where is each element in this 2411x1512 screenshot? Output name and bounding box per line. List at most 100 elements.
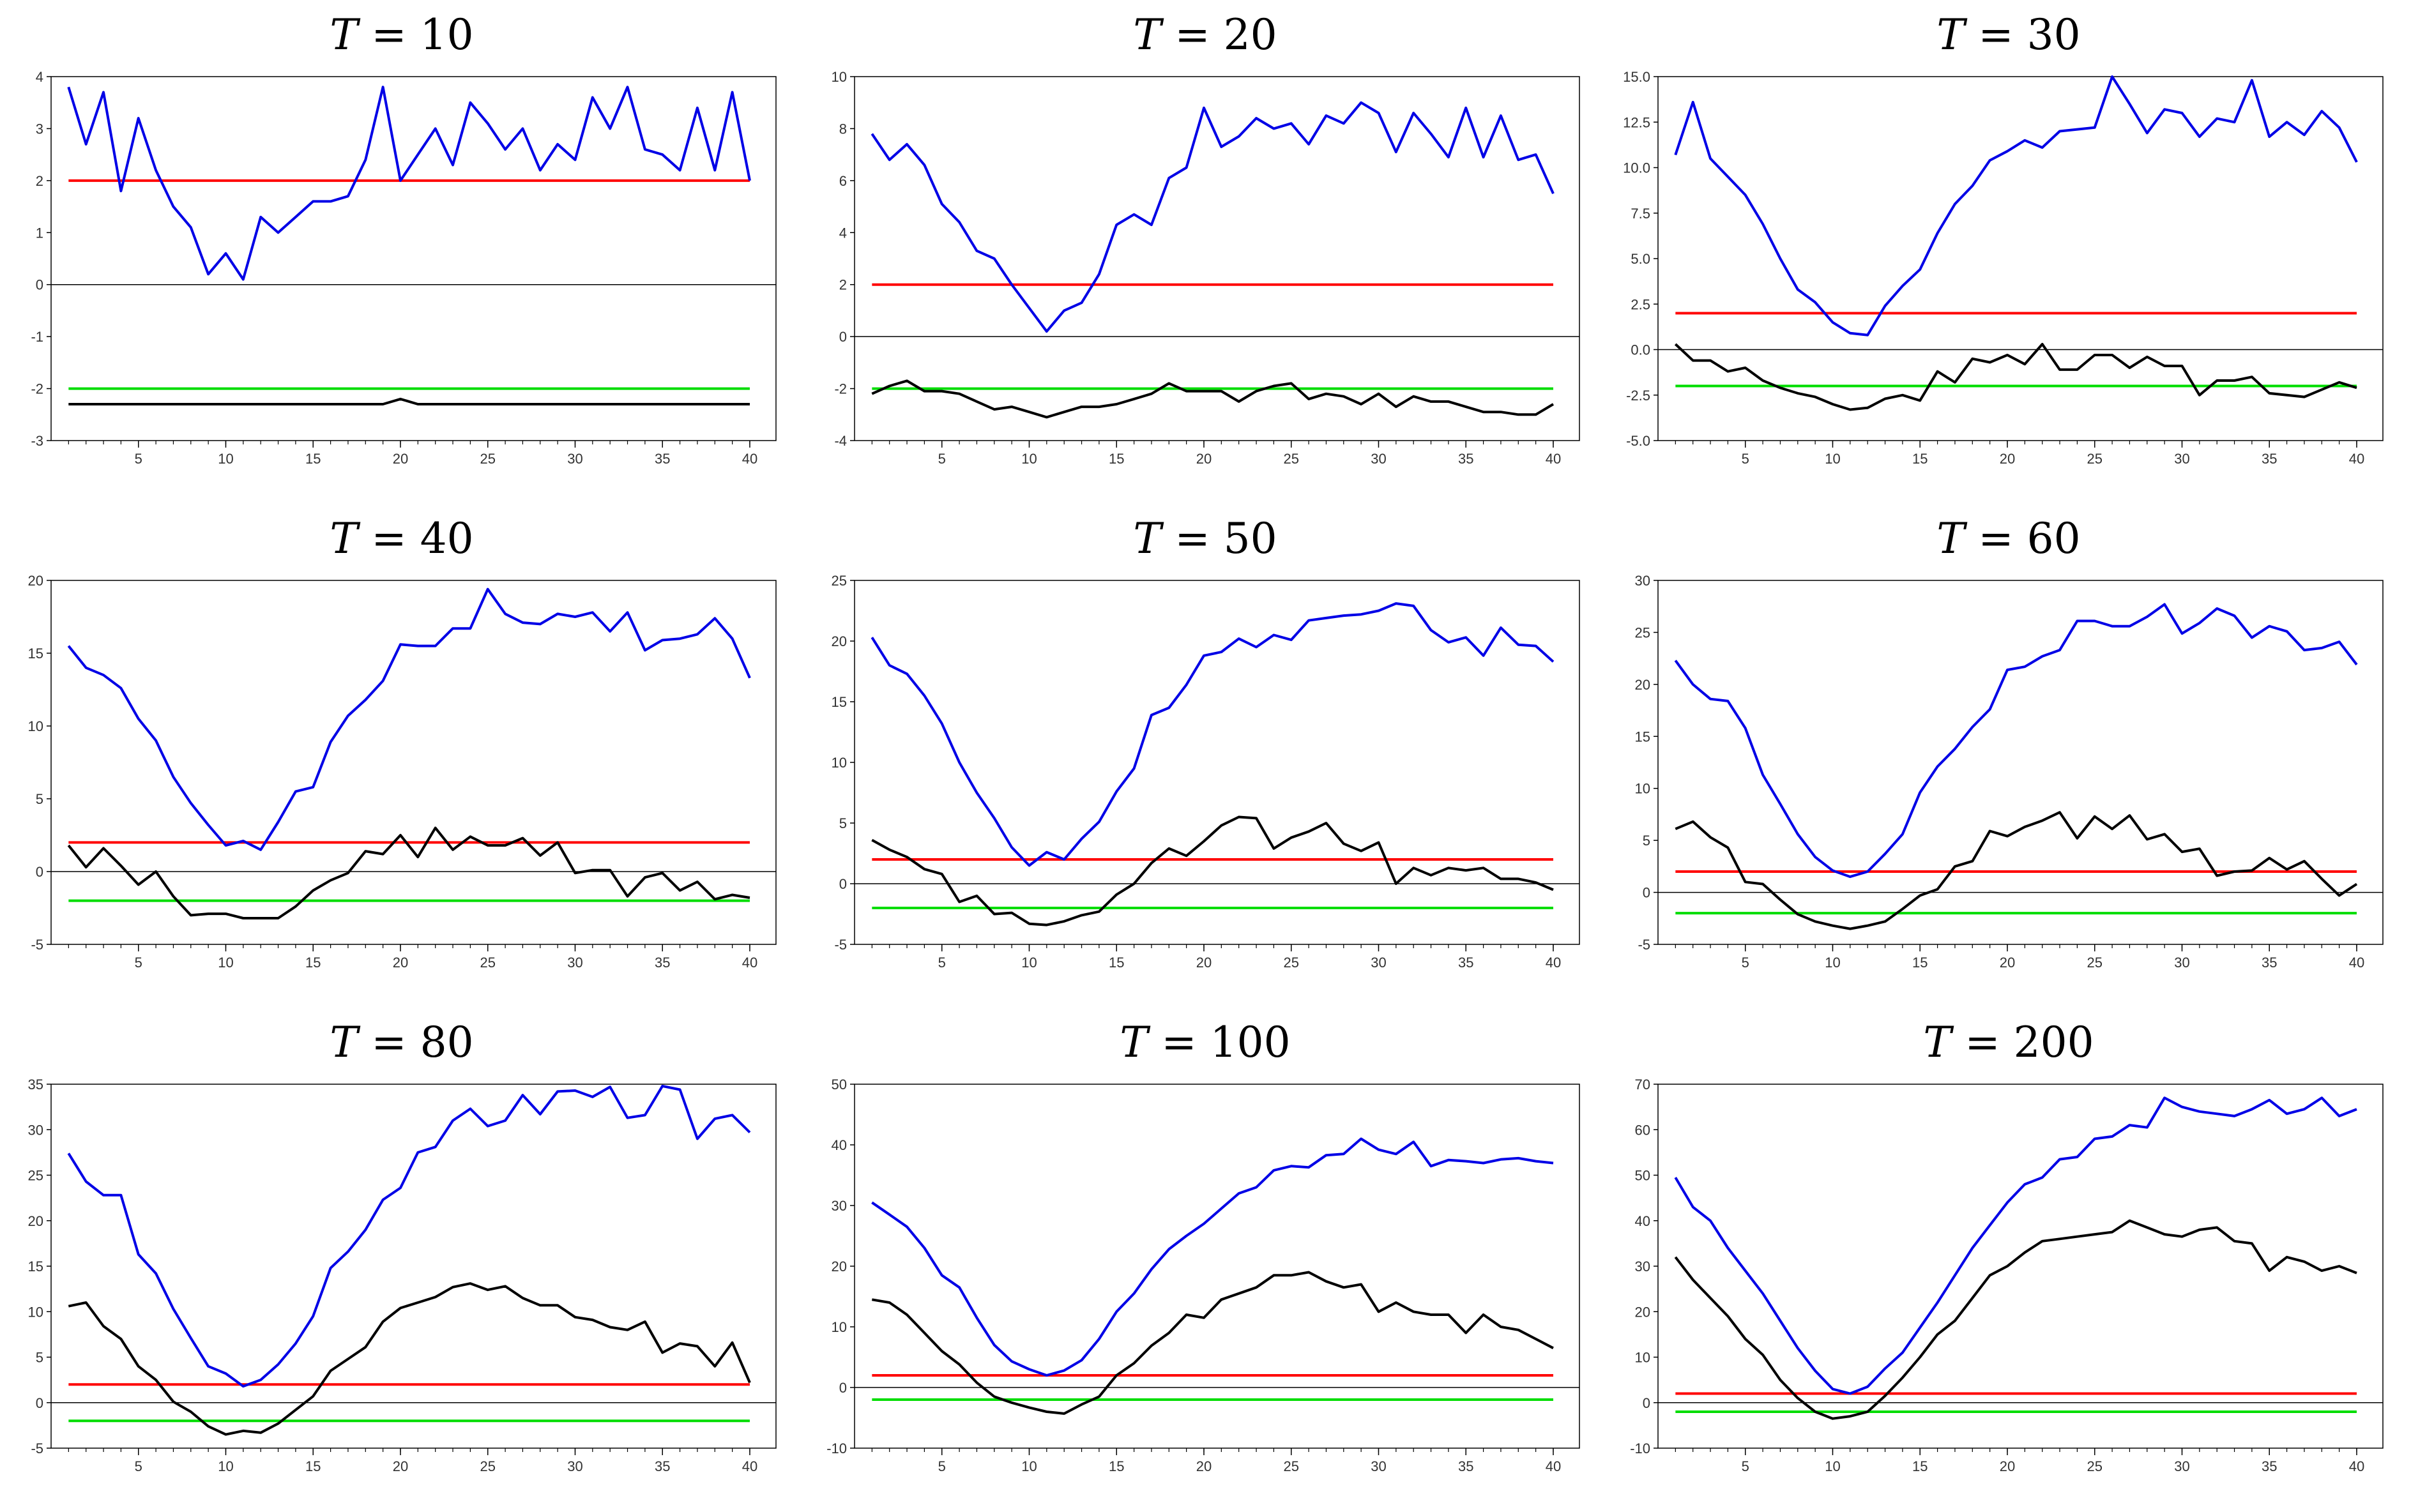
series-line-blue — [1674, 1096, 2357, 1395]
y-tick-label: 4 — [36, 69, 43, 85]
x-tick-label: 20 — [393, 1458, 408, 1474]
x-tick-label: 35 — [655, 1458, 670, 1474]
chart-svg: -5 0 5 10 15 20 25 30 5 10 15 20 25 30 35 40 — [1635, 573, 2384, 971]
x-tick-label: 10 — [218, 1458, 233, 1474]
y-tick-label: 2.5 — [1631, 296, 1650, 312]
title-variable: T — [330, 1018, 358, 1067]
x-tick-label: 40 — [2349, 955, 2364, 971]
y-tick-label: -1 — [31, 329, 43, 345]
series-line-black — [871, 1271, 1554, 1415]
series-line-black — [68, 1282, 751, 1436]
chart-panel-t10: T = 10 -3 -2 -1 0 1 2 3 4 5 10 15 20 25 30 35 40 — [0, 0, 803, 504]
x-tick-label: 30 — [567, 1458, 582, 1474]
series-line-blue — [67, 86, 751, 281]
x-tick-label: 5 — [135, 1458, 142, 1474]
x-tick-label: 5 — [938, 1458, 946, 1474]
plot-frame — [854, 76, 1580, 441]
y-tick-label: -10 — [1630, 1440, 1650, 1456]
x-tick-label: 15 — [305, 1458, 321, 1474]
series-line-black — [871, 379, 1555, 419]
y-tick-label: 15 — [1635, 729, 1650, 745]
series-line-black — [67, 826, 750, 919]
y-tick-label: 0 — [36, 1395, 43, 1411]
series-line-black — [871, 815, 1554, 926]
y-tick-label: 30 — [1635, 573, 1650, 589]
series-line-blue — [67, 587, 751, 851]
y-tick-label: 20 — [28, 1213, 43, 1229]
y-tick-label: 10 — [1635, 1350, 1650, 1366]
x-tick-label: 25 — [1283, 955, 1298, 971]
x-tick-label: 15 — [1912, 451, 1928, 467]
y-tick-label: 0 — [839, 876, 847, 892]
y-tick-label: 5 — [1643, 833, 1650, 849]
plot-frame — [50, 76, 777, 441]
x-tick-label: 25 — [2087, 451, 2102, 467]
title-variable: T — [1936, 514, 1965, 563]
x-tick-label: 20 — [1196, 1458, 1212, 1474]
y-tick-label: -5 — [31, 1440, 43, 1456]
x-tick-label: 20 — [393, 451, 408, 467]
y-tick-label: 30 — [28, 1122, 43, 1138]
x-tick-label: 35 — [655, 955, 670, 971]
title-variable: T — [1923, 1018, 1952, 1067]
y-tick-label: 50 — [1635, 1168, 1650, 1184]
x-tick-label: 35 — [1458, 1458, 1473, 1474]
x-tick-label: 25 — [1283, 1458, 1298, 1474]
y-tick-label: 10 — [832, 69, 847, 85]
x-tick-label: 30 — [567, 451, 582, 467]
x-tick-label: 15 — [1912, 955, 1928, 971]
x-tick-label: 35 — [2262, 451, 2277, 467]
x-tick-label: 40 — [742, 1458, 757, 1474]
x-tick-label: 40 — [2349, 1458, 2364, 1474]
title-value: 40 — [420, 514, 474, 563]
y-tick-label: 10 — [832, 755, 847, 771]
title-variable: T — [1133, 514, 1162, 563]
chart-panel-t80: T = 80 -5 0 5 10 15 20 25 30 35 5 10 15 20 25 30 35 40 — [0, 1008, 803, 1511]
chart-title: T = 50 — [1133, 514, 1277, 563]
y-tick-label: 40 — [1635, 1213, 1650, 1229]
title-value: 10 — [420, 10, 474, 59]
title-value: 20 — [1223, 10, 1277, 59]
series-line-blue — [67, 1084, 751, 1388]
y-tick-label: 4 — [839, 225, 847, 241]
title-value: 100 — [1210, 1018, 1291, 1067]
y-tick-label: 8 — [839, 121, 847, 137]
chart-svg: -4 -2 0 2 4 6 8 10 5 10 15 20 25 30 35 40 — [832, 69, 1580, 467]
title-value: 60 — [2027, 514, 2081, 563]
x-tick-label: 20 — [2000, 1458, 2015, 1474]
x-tick-label: 30 — [2174, 451, 2189, 467]
plot-frame — [50, 1084, 777, 1449]
y-tick-label: 0 — [36, 864, 43, 880]
chart-title: T = 20 — [1133, 10, 1277, 59]
y-tick-label: 0 — [839, 329, 847, 345]
chart-svg: -5 0 5 10 15 20 25 30 35 5 10 15 20 25 30 35 40 — [28, 1077, 777, 1474]
chart-svg: -3 -2 -1 0 1 2 3 4 5 10 15 20 25 30 35 40 — [31, 69, 777, 467]
x-tick-label: 10 — [218, 451, 233, 467]
title-value: 200 — [2013, 1018, 2094, 1067]
series-line-black — [1674, 1219, 2357, 1420]
x-tick-label: 35 — [2262, 1458, 2277, 1474]
x-tick-label: 30 — [2174, 1458, 2189, 1474]
x-tick-label: 10 — [1825, 955, 1840, 971]
y-tick-label: 5 — [36, 1350, 43, 1366]
y-tick-label: 20 — [28, 573, 43, 589]
title-value: 50 — [1223, 514, 1277, 563]
x-tick-label: 25 — [2087, 1458, 2102, 1474]
x-tick-label: 5 — [938, 955, 946, 971]
y-tick-label: 70 — [1635, 1077, 1650, 1092]
title-variable: T — [1133, 10, 1162, 59]
chart-title: T = 100 — [1120, 1018, 1291, 1067]
title-variable: T — [1120, 1018, 1148, 1067]
x-tick-label: 25 — [480, 451, 495, 467]
y-tick-label: 0 — [1643, 1395, 1650, 1411]
y-tick-label: 10 — [28, 1304, 43, 1320]
y-tick-label: 0 — [36, 277, 43, 293]
x-tick-label: 5 — [1742, 451, 1749, 467]
y-tick-label: 20 — [1635, 677, 1650, 693]
chart-panel-t60: T = 60 -5 0 5 10 15 20 25 30 5 10 15 20 25 30 35 40 — [1607, 504, 2410, 1008]
y-tick-label: 15 — [832, 694, 847, 710]
chart-svg: -5 0 5 10 15 20 5 10 15 20 25 30 35 40 — [28, 573, 777, 971]
series-line-black — [1674, 343, 2357, 411]
chart-title: T = 40 — [330, 514, 474, 563]
